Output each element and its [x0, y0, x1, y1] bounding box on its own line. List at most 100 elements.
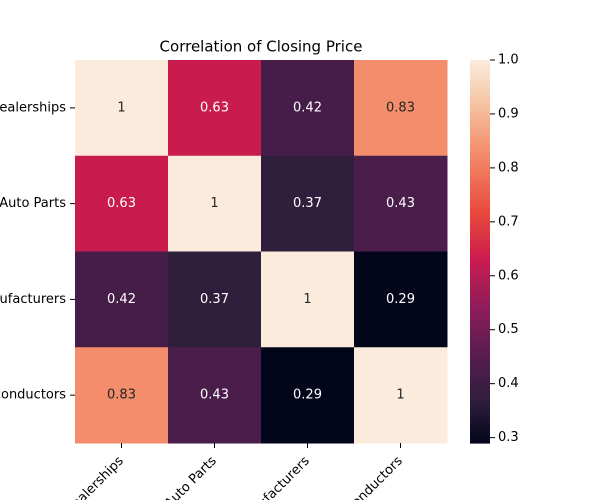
colorbar-swatch: [470, 299, 490, 304]
colorbar-swatch: [470, 277, 490, 281]
colorbar-swatch: [470, 433, 490, 438]
colorbar-swatch: [470, 104, 490, 109]
colorbar-swatch: [470, 139, 490, 144]
colorbar-swatch: [470, 280, 490, 285]
colorbar-swatch: [470, 219, 490, 224]
colorbar-swatch: [470, 315, 490, 320]
colorbar-swatch: [470, 420, 490, 425]
colorbar-swatch: [470, 63, 490, 67]
cell-label: 0.63: [200, 100, 229, 115]
cell-label: 0.43: [200, 388, 229, 403]
colorbar-swatch: [470, 273, 490, 278]
colorbar-swatch: [470, 411, 490, 415]
cell-label: 1: [117, 100, 125, 115]
heatmap-cell: [168, 251, 262, 348]
colorbar-swatch: [470, 79, 490, 83]
colorbar-swatch: [470, 391, 490, 396]
y-tick-label: Semiconductors: [0, 388, 66, 403]
heatmap-cell: [75, 155, 169, 252]
y-tick-label: Auto Parts: [0, 196, 66, 211]
colorbar-swatch: [470, 353, 490, 358]
cell-label: 0.63: [107, 196, 136, 211]
colorbar-swatch: [470, 82, 490, 87]
colorbar-swatch: [470, 158, 490, 163]
colorbar-swatch: [470, 213, 490, 217]
colorbar-swatch: [470, 85, 490, 90]
colorbar-tick-label: 0.5: [498, 322, 519, 337]
colorbar-swatch: [470, 283, 490, 288]
colorbar-swatch: [470, 254, 490, 259]
colorbar-swatch: [470, 248, 490, 253]
colorbar-swatch: [470, 328, 490, 332]
colorbar-swatch: [470, 136, 490, 141]
heatmap-cell: [354, 251, 448, 348]
colorbar-swatch: [470, 142, 490, 147]
colorbar-swatch: [470, 149, 490, 154]
colorbar-swatch: [470, 171, 490, 176]
colorbar-swatch: [470, 331, 490, 336]
colorbar-swatch: [470, 382, 490, 387]
colorbar-swatch: [470, 181, 490, 186]
cell-label: 0.29: [293, 388, 322, 403]
cell-label: 1: [303, 292, 311, 307]
cell-label: 0.83: [107, 388, 136, 403]
colorbar-swatch: [470, 155, 490, 160]
colorbar-swatch: [470, 334, 490, 339]
colorbar-tick-label: 0.3: [498, 430, 519, 445]
colorbar-swatch: [470, 344, 490, 348]
colorbar-swatch: [470, 123, 490, 128]
colorbar-swatch: [470, 165, 490, 170]
colorbar-swatch: [470, 206, 490, 211]
colorbar-swatch: [470, 168, 490, 173]
colorbar-swatch: [470, 174, 490, 179]
colorbar-tick-label: 1.0: [498, 53, 519, 68]
colorbar-swatch: [470, 350, 490, 355]
colorbar-swatch: [470, 363, 490, 367]
colorbar-swatch: [470, 200, 490, 205]
heatmap-cell: [75, 347, 169, 444]
heatmap-cell: [261, 251, 355, 348]
colorbar-swatch: [470, 398, 490, 403]
colorbar-swatch: [470, 127, 490, 131]
heatmap-cell: [354, 347, 448, 444]
heatmap-cell: [168, 60, 262, 157]
colorbar-swatch: [470, 245, 490, 249]
colorbar-swatch: [470, 152, 490, 157]
colorbar-swatch: [470, 356, 490, 361]
cell-label: 1: [210, 196, 218, 211]
colorbar-swatch: [470, 369, 490, 374]
colorbar-swatch: [470, 340, 490, 345]
colorbar-swatch: [470, 286, 490, 291]
colorbar-swatch: [470, 222, 490, 227]
colorbar-swatch: [470, 146, 490, 150]
colorbar-swatch: [470, 439, 490, 444]
colorbar-swatch: [470, 120, 490, 125]
colorbar-swatch: [470, 203, 490, 208]
colorbar-swatch: [470, 60, 490, 64]
heatmap-cell: [75, 251, 169, 348]
colorbar-swatch: [470, 264, 490, 269]
colorbar-swatch: [470, 430, 490, 435]
colorbar-tick-label: 0.8: [498, 160, 519, 175]
cell-label: 1: [396, 388, 404, 403]
colorbar-swatch: [470, 360, 490, 364]
colorbar-swatch: [470, 184, 490, 189]
colorbar-swatch: [470, 95, 490, 99]
colorbar-swatch: [470, 423, 490, 428]
colorbar-swatch: [470, 194, 490, 198]
colorbar-swatch: [470, 318, 490, 323]
colorbar-swatch: [470, 133, 490, 138]
colorbar-swatch: [470, 366, 490, 371]
colorbar-swatch: [470, 267, 490, 272]
cell-label: 0.37: [200, 292, 229, 307]
heatmap-cell: [261, 347, 355, 444]
colorbar-swatch: [470, 225, 490, 230]
colorbar-swatch: [470, 69, 490, 74]
chart-title: Correlation of Closing Price: [160, 38, 363, 56]
colorbar-swatch: [470, 321, 490, 326]
heatmap-cell: [354, 60, 448, 157]
colorbar-swatch: [470, 235, 490, 240]
colorbar-swatch: [470, 75, 490, 80]
colorbar-swatch: [470, 372, 490, 377]
